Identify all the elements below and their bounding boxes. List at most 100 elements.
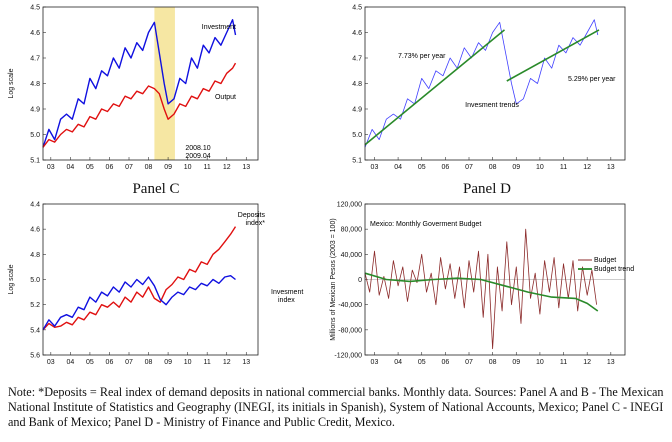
p1-y-tick-label: 4.7 [352, 56, 362, 63]
p1-y-tick-label: 4.6 [352, 30, 362, 37]
p1-y-tick-label: 4.9 [352, 107, 362, 114]
p0-x-tick-label: 09 [164, 164, 172, 171]
p2-y-axis-label: Log scale [8, 264, 15, 294]
p0-x-tick-label: 11 [204, 164, 211, 171]
p0-y-tick-label: 4.7 [30, 56, 40, 63]
p3-legend-label-trend: Budget trend [594, 266, 634, 273]
p2-x-tick-label: 12 [223, 359, 231, 366]
p2-label-invest-b: index [278, 297, 295, 304]
p3-frame [364, 203, 626, 356]
p3-chart [364, 203, 626, 356]
p3-series-budget [364, 228, 597, 350]
p2-x-tick-label: 07 [125, 359, 133, 366]
panel-title-left: Panel C [132, 181, 179, 197]
p0-series-investment [42, 19, 237, 148]
p0-x-tick-label: 13 [242, 164, 250, 171]
p0-y-tick-label: 4.9 [30, 107, 40, 114]
p0-y-axis-label: Log scale [8, 68, 15, 98]
p1-growth-label-1: 7.73% per year [398, 53, 446, 60]
p2-label-invest-a: Invesment [271, 289, 303, 296]
p1-x-tick-label: 13 [607, 164, 615, 171]
p2-y-tick-label: 5.0 [30, 277, 40, 284]
panel-title-right: Panel D [463, 181, 511, 197]
p3-y-axis-label: Millions of Mexican Pesos (2003 = 100) [330, 218, 337, 340]
p3-x-tick-label: 04 [394, 359, 402, 366]
p1-y-tick-label: 4.5 [352, 5, 362, 12]
p1-x-tick-label: 09 [512, 164, 520, 171]
p0-annotation-start: 2008.10 [185, 145, 210, 152]
p2-y-tick-label: 4.6 [30, 227, 40, 234]
p2-x-tick-label: 10 [184, 359, 192, 366]
p0-x-tick-label: 04 [66, 164, 74, 171]
p1-x-tick-label: 10 [536, 164, 544, 171]
p2-x-tick-label: 05 [86, 359, 94, 366]
p1-chart [364, 6, 626, 161]
p2-x-tick-label: 08 [145, 359, 153, 366]
p3-y-tick-label: 40,000 [341, 252, 363, 259]
p2-x-tick-label: 11 [204, 359, 211, 366]
p0-label-output: Output [215, 94, 236, 101]
p1-trend-label: Invesment trends [465, 102, 519, 109]
p3-x-tick-label: 13 [607, 359, 615, 366]
p0-y-tick-label: 4.6 [30, 30, 40, 37]
p1-x-tick-label: 08 [489, 164, 497, 171]
p0-annotation-end: 2009.04 [185, 153, 210, 160]
p2-chart [42, 203, 259, 356]
p1-y-tick-label: 5.0 [352, 132, 362, 139]
p3-y-tick-label: -40,000 [338, 302, 362, 309]
figure-grid: Panel C Panel D 4.5 4.6 4.7 4.8 4.9 5.0 5.1 03 0… [8, 5, 634, 367]
p1-growth-label-2: 5.29% per year [568, 76, 616, 83]
p3-y-tick-label: 120,000 [337, 202, 362, 209]
p3-x-tick-label: 03 [371, 359, 379, 366]
p3-x-tick-label: 08 [489, 359, 497, 366]
p3-x-tick-label: 10 [536, 359, 544, 366]
p0-x-tick-label: 05 [86, 164, 94, 171]
p3-x-tick-label: 11 [560, 359, 567, 366]
figure-note: Note: *Deposits = Real index of demand d… [8, 385, 664, 430]
p2-x-tick-label: 09 [164, 359, 172, 366]
p3-x-tick-label: 05 [418, 359, 426, 366]
p3-y-tick-label: -80,000 [338, 327, 362, 334]
p2-y-tick-label: 4.4 [30, 202, 40, 209]
p1-y-tick-label: 5.1 [352, 158, 362, 165]
p0-x-tick-label: 06 [106, 164, 114, 171]
p1-series-trend-2003-2008 [364, 29, 506, 146]
p1-series-investment [364, 19, 599, 148]
p0-label-investment: Investment [202, 24, 236, 31]
p2-y-tick-label: 5.6 [30, 353, 40, 360]
p0-y-tick-label: 5.1 [30, 158, 40, 165]
p0-series-output [42, 62, 237, 148]
p3-y-tick-label: 80,000 [341, 227, 363, 234]
p2-x-tick-label: 13 [242, 359, 250, 366]
p2-x-tick-label: 04 [66, 359, 74, 366]
p0-y-tick-label: 4.5 [30, 5, 40, 12]
p3-series-budget-trend [364, 272, 599, 312]
p1-x-tick-label: 07 [465, 164, 473, 171]
p3-x-tick-label: 07 [465, 359, 473, 366]
p3-chart-title: Mexico: Monthly Goverment Budget [370, 221, 481, 228]
p0-frame [42, 6, 259, 161]
p2-x-tick-label: 06 [106, 359, 114, 366]
p1-y-tick-label: 4.8 [352, 81, 362, 88]
p2-frame [42, 203, 259, 356]
p1-x-tick-label: 04 [394, 164, 402, 171]
p1-frame [364, 6, 626, 161]
p2-y-tick-label: 4.8 [30, 252, 40, 259]
p3-x-tick-label: 06 [441, 359, 449, 366]
p0-x-tick-label: 12 [223, 164, 231, 171]
p1-x-tick-label: 06 [441, 164, 449, 171]
p0-x-tick-label: 08 [145, 164, 153, 171]
p1-series-trend-2009-2012 [506, 29, 600, 82]
p0-x-tick-label: 07 [125, 164, 133, 171]
p2-series-invesment-index [42, 275, 236, 331]
p2-series-deposits-index- [42, 226, 237, 331]
p0-x-tick-label: 10 [184, 164, 192, 171]
p0-y-tick-label: 4.8 [30, 81, 40, 88]
p3-y-tick-label: 0 [358, 277, 362, 284]
p0-chart [42, 6, 259, 161]
p3-legend [578, 259, 592, 270]
p3-x-tick-label: 09 [512, 359, 520, 366]
p0-y-tick-label: 5.0 [30, 132, 40, 139]
p3-x-tick-label: 12 [583, 359, 591, 366]
p2-label-deposits-b: index* [246, 220, 266, 227]
